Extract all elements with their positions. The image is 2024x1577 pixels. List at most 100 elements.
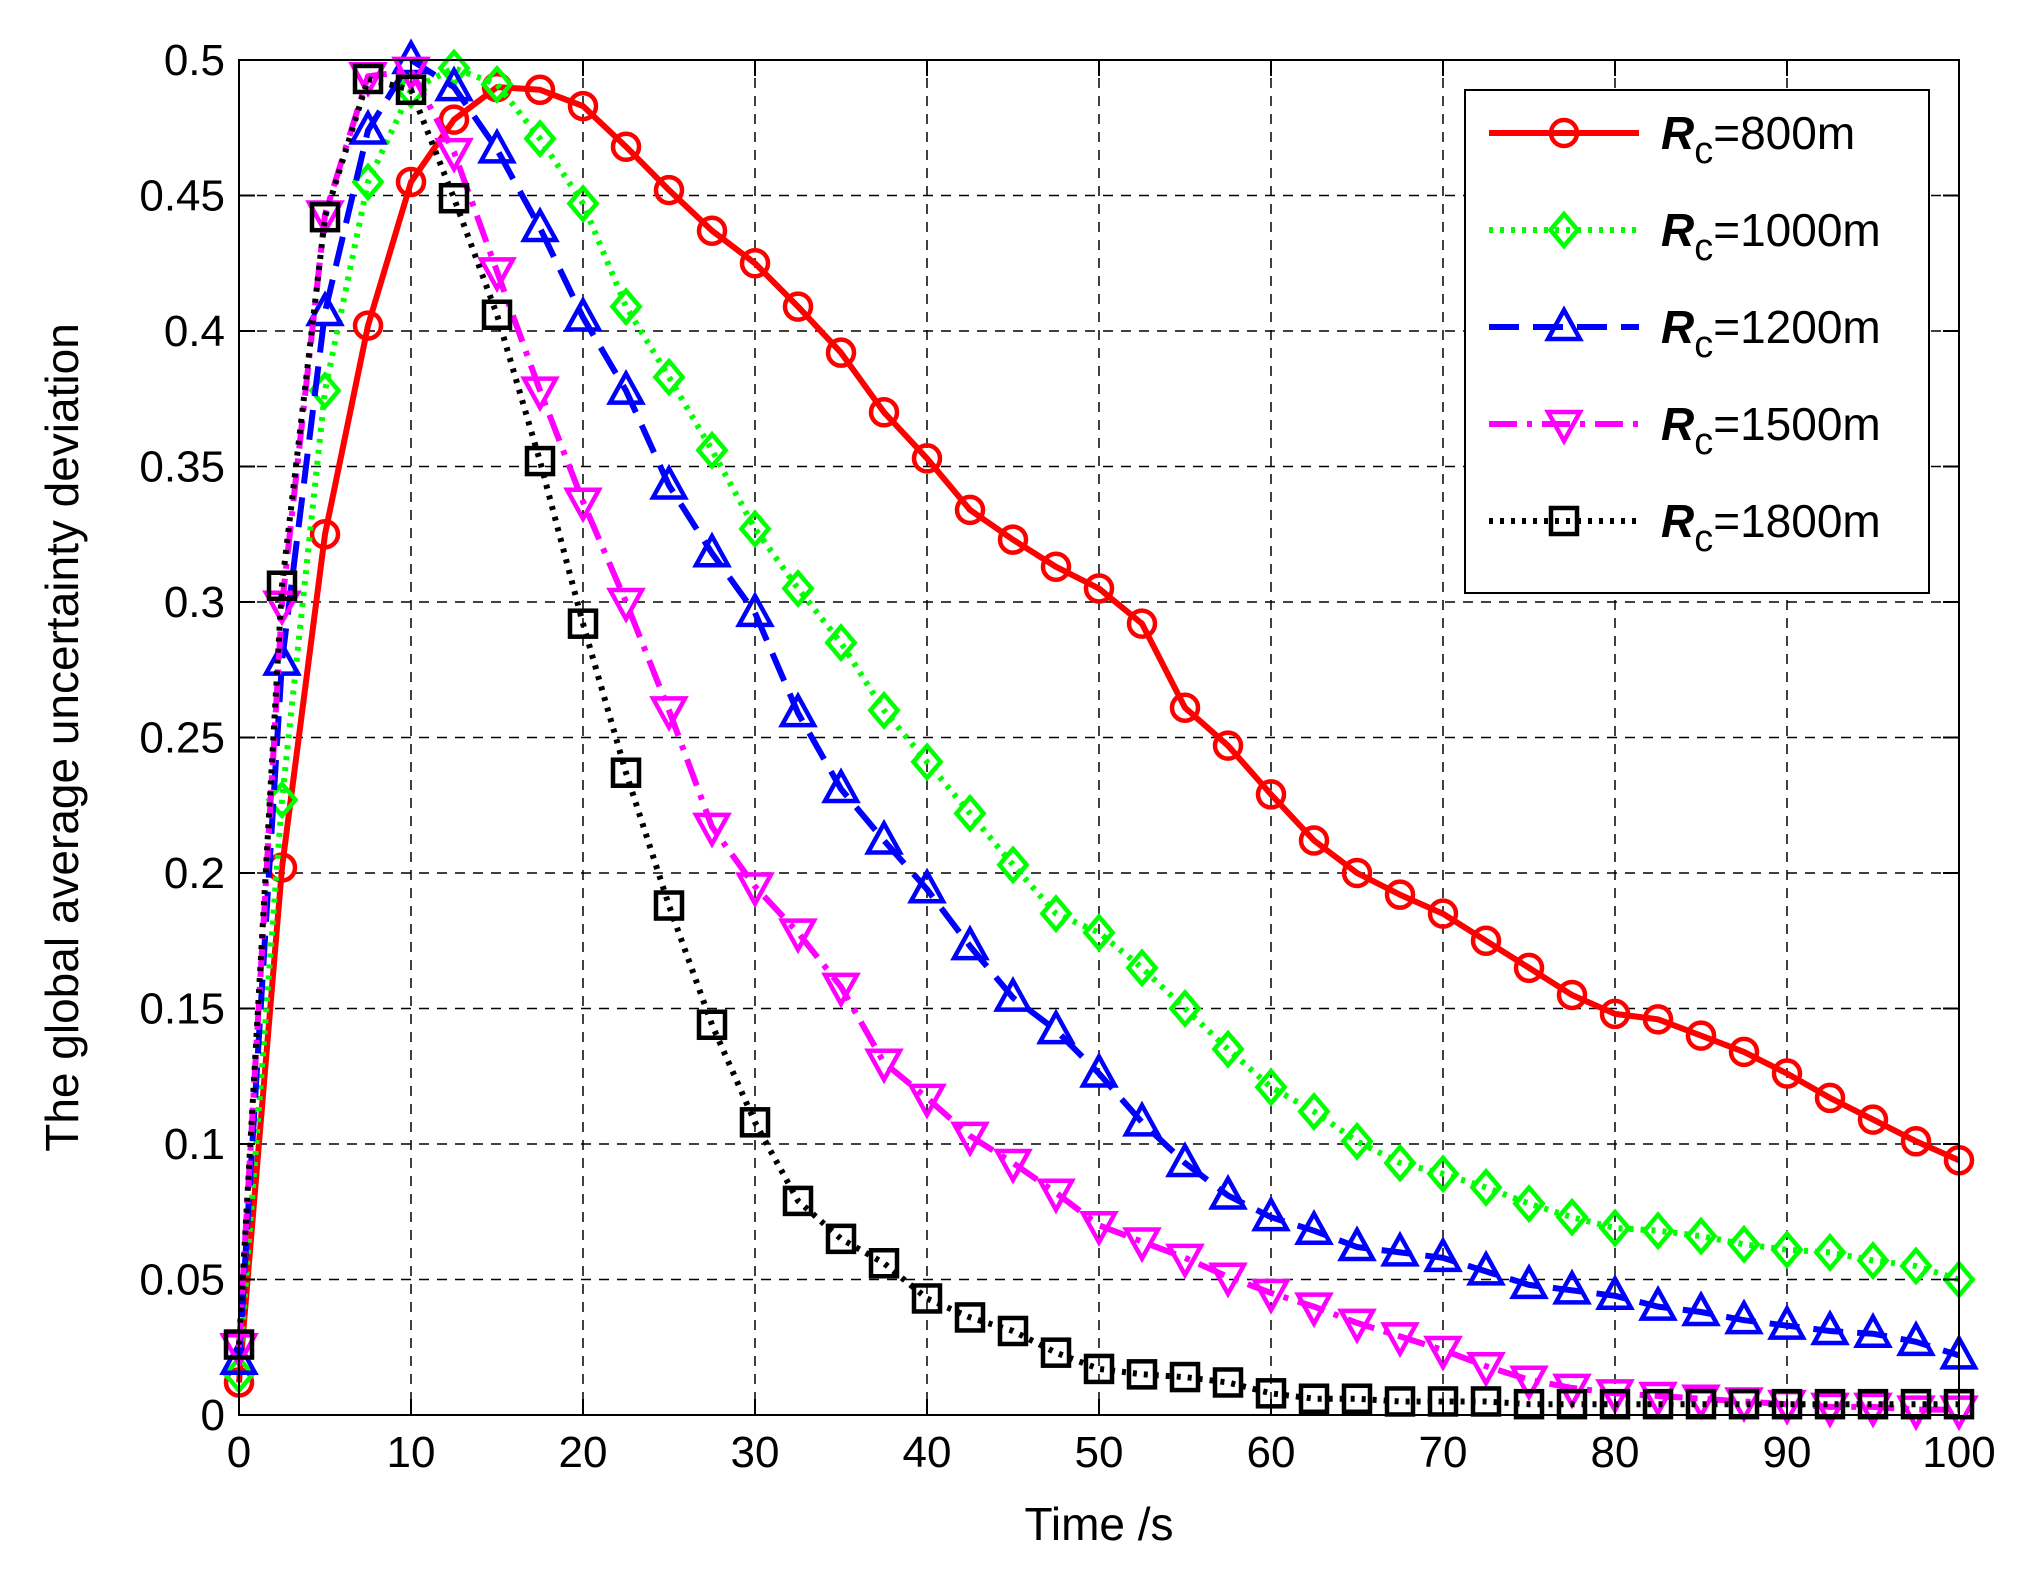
data-point: [1208, 1173, 1248, 1210]
data-point: [1857, 1388, 1889, 1420]
y-tick-label: 0.45: [139, 172, 225, 221]
data-point: [778, 918, 818, 955]
data-point: [610, 131, 642, 162]
data-point: [825, 1223, 857, 1255]
data-point: [1724, 1298, 1764, 1335]
data-point: [911, 443, 943, 474]
data-point: [1255, 779, 1287, 810]
data-point: [1036, 1008, 1076, 1045]
data-point: [997, 524, 1029, 555]
data-point: [1598, 1208, 1632, 1248]
data-point: [434, 137, 474, 174]
data-point: [868, 397, 900, 428]
data-point: [262, 639, 302, 676]
data-point: [1294, 1292, 1334, 1329]
series-2: [222, 48, 1976, 1394]
data-point: [395, 74, 427, 106]
data-point: [997, 1315, 1029, 1347]
data-point: [1165, 1141, 1205, 1178]
legend-label: Rc=1800m: [1661, 495, 1881, 560]
data-point: [567, 90, 599, 122]
data-point: [735, 591, 775, 628]
legend-marker: [1544, 409, 1584, 446]
data-point: [996, 845, 1030, 885]
data-point: [1509, 1365, 1549, 1402]
data-point: [1896, 1320, 1936, 1357]
y-tick-label: 0.5: [164, 36, 225, 85]
legend-label: Rc=800m: [1661, 107, 1855, 172]
data-point: [1337, 1225, 1377, 1262]
data-point: [1466, 1351, 1506, 1388]
data-point: [864, 818, 904, 855]
x-tick-label: 20: [559, 1428, 608, 1477]
y-tick-label: 0.4: [164, 307, 225, 356]
data-point: [1685, 1388, 1717, 1420]
data-point: [1208, 1262, 1248, 1299]
data-point: [1423, 1335, 1463, 1372]
data-point: [652, 357, 686, 397]
data-point: [1771, 1058, 1803, 1089]
x-axis-label: Time /s: [1024, 1498, 1173, 1550]
legend-marker: [1548, 117, 1580, 149]
data-point: [1513, 1388, 1545, 1420]
data-point: [352, 310, 384, 341]
data-point: [695, 430, 729, 470]
data-point: [1771, 1388, 1803, 1420]
data-point: [1470, 925, 1502, 956]
data-point: [352, 63, 384, 95]
data-point: [1294, 1209, 1334, 1245]
legend-marker: [1547, 210, 1581, 250]
data-point: [1641, 1211, 1675, 1251]
data-point: [1900, 1126, 1932, 1157]
y-tick-label: 0.05: [139, 1256, 225, 1305]
data-point: [907, 1083, 947, 1120]
data-point: [910, 742, 944, 782]
x-tick-label: 60: [1247, 1428, 1296, 1477]
data-point: [1556, 979, 1588, 1011]
data-point: [1340, 1121, 1374, 1161]
data-point: [907, 867, 947, 904]
data-point: [1810, 1392, 1850, 1429]
data-point: [1383, 1143, 1417, 1183]
data-point: [477, 127, 517, 164]
data-point: [1168, 989, 1202, 1028]
data-point: [606, 587, 646, 624]
data-point: [953, 793, 987, 833]
data-point: [1426, 1154, 1460, 1194]
data-point: [1727, 1224, 1761, 1264]
y-tick-label: 0: [201, 1391, 225, 1440]
data-point: [735, 872, 775, 909]
data-point: [391, 56, 431, 93]
x-tick-label: 40: [903, 1428, 952, 1477]
data-point: [610, 757, 642, 788]
y-tick-label: 0.3: [164, 578, 225, 627]
data-point: [950, 1121, 990, 1158]
data-point: [739, 248, 771, 279]
data-point: [434, 65, 474, 102]
data-point: [696, 1009, 728, 1041]
data-point: [1083, 1353, 1115, 1385]
data-point: [825, 337, 857, 368]
data-point: [1427, 898, 1459, 929]
series-line: [236, 65, 1960, 1375]
data-point: [1555, 1197, 1589, 1237]
data-point: [1899, 1246, 1933, 1286]
data-point: [993, 976, 1033, 1012]
data-point: [1896, 1395, 1936, 1432]
legend-entry: Rc=800m: [1489, 107, 1855, 172]
data-point: [1169, 692, 1201, 723]
data-point: [1083, 573, 1115, 604]
data-point: [1040, 551, 1072, 583]
data-point: [1298, 1383, 1330, 1414]
legend-box: [1464, 89, 1930, 594]
data-point: [1728, 1388, 1760, 1420]
data-point: [262, 590, 302, 627]
x-tick-label: 100: [1922, 1428, 1995, 1477]
data-point: [1254, 1067, 1288, 1107]
data-point: [1728, 1036, 1760, 1068]
data-point: [1039, 894, 1073, 934]
legend-entry: Rc=1500m: [1489, 398, 1881, 463]
data-point: [1513, 952, 1545, 984]
data-point: [1079, 1051, 1119, 1088]
